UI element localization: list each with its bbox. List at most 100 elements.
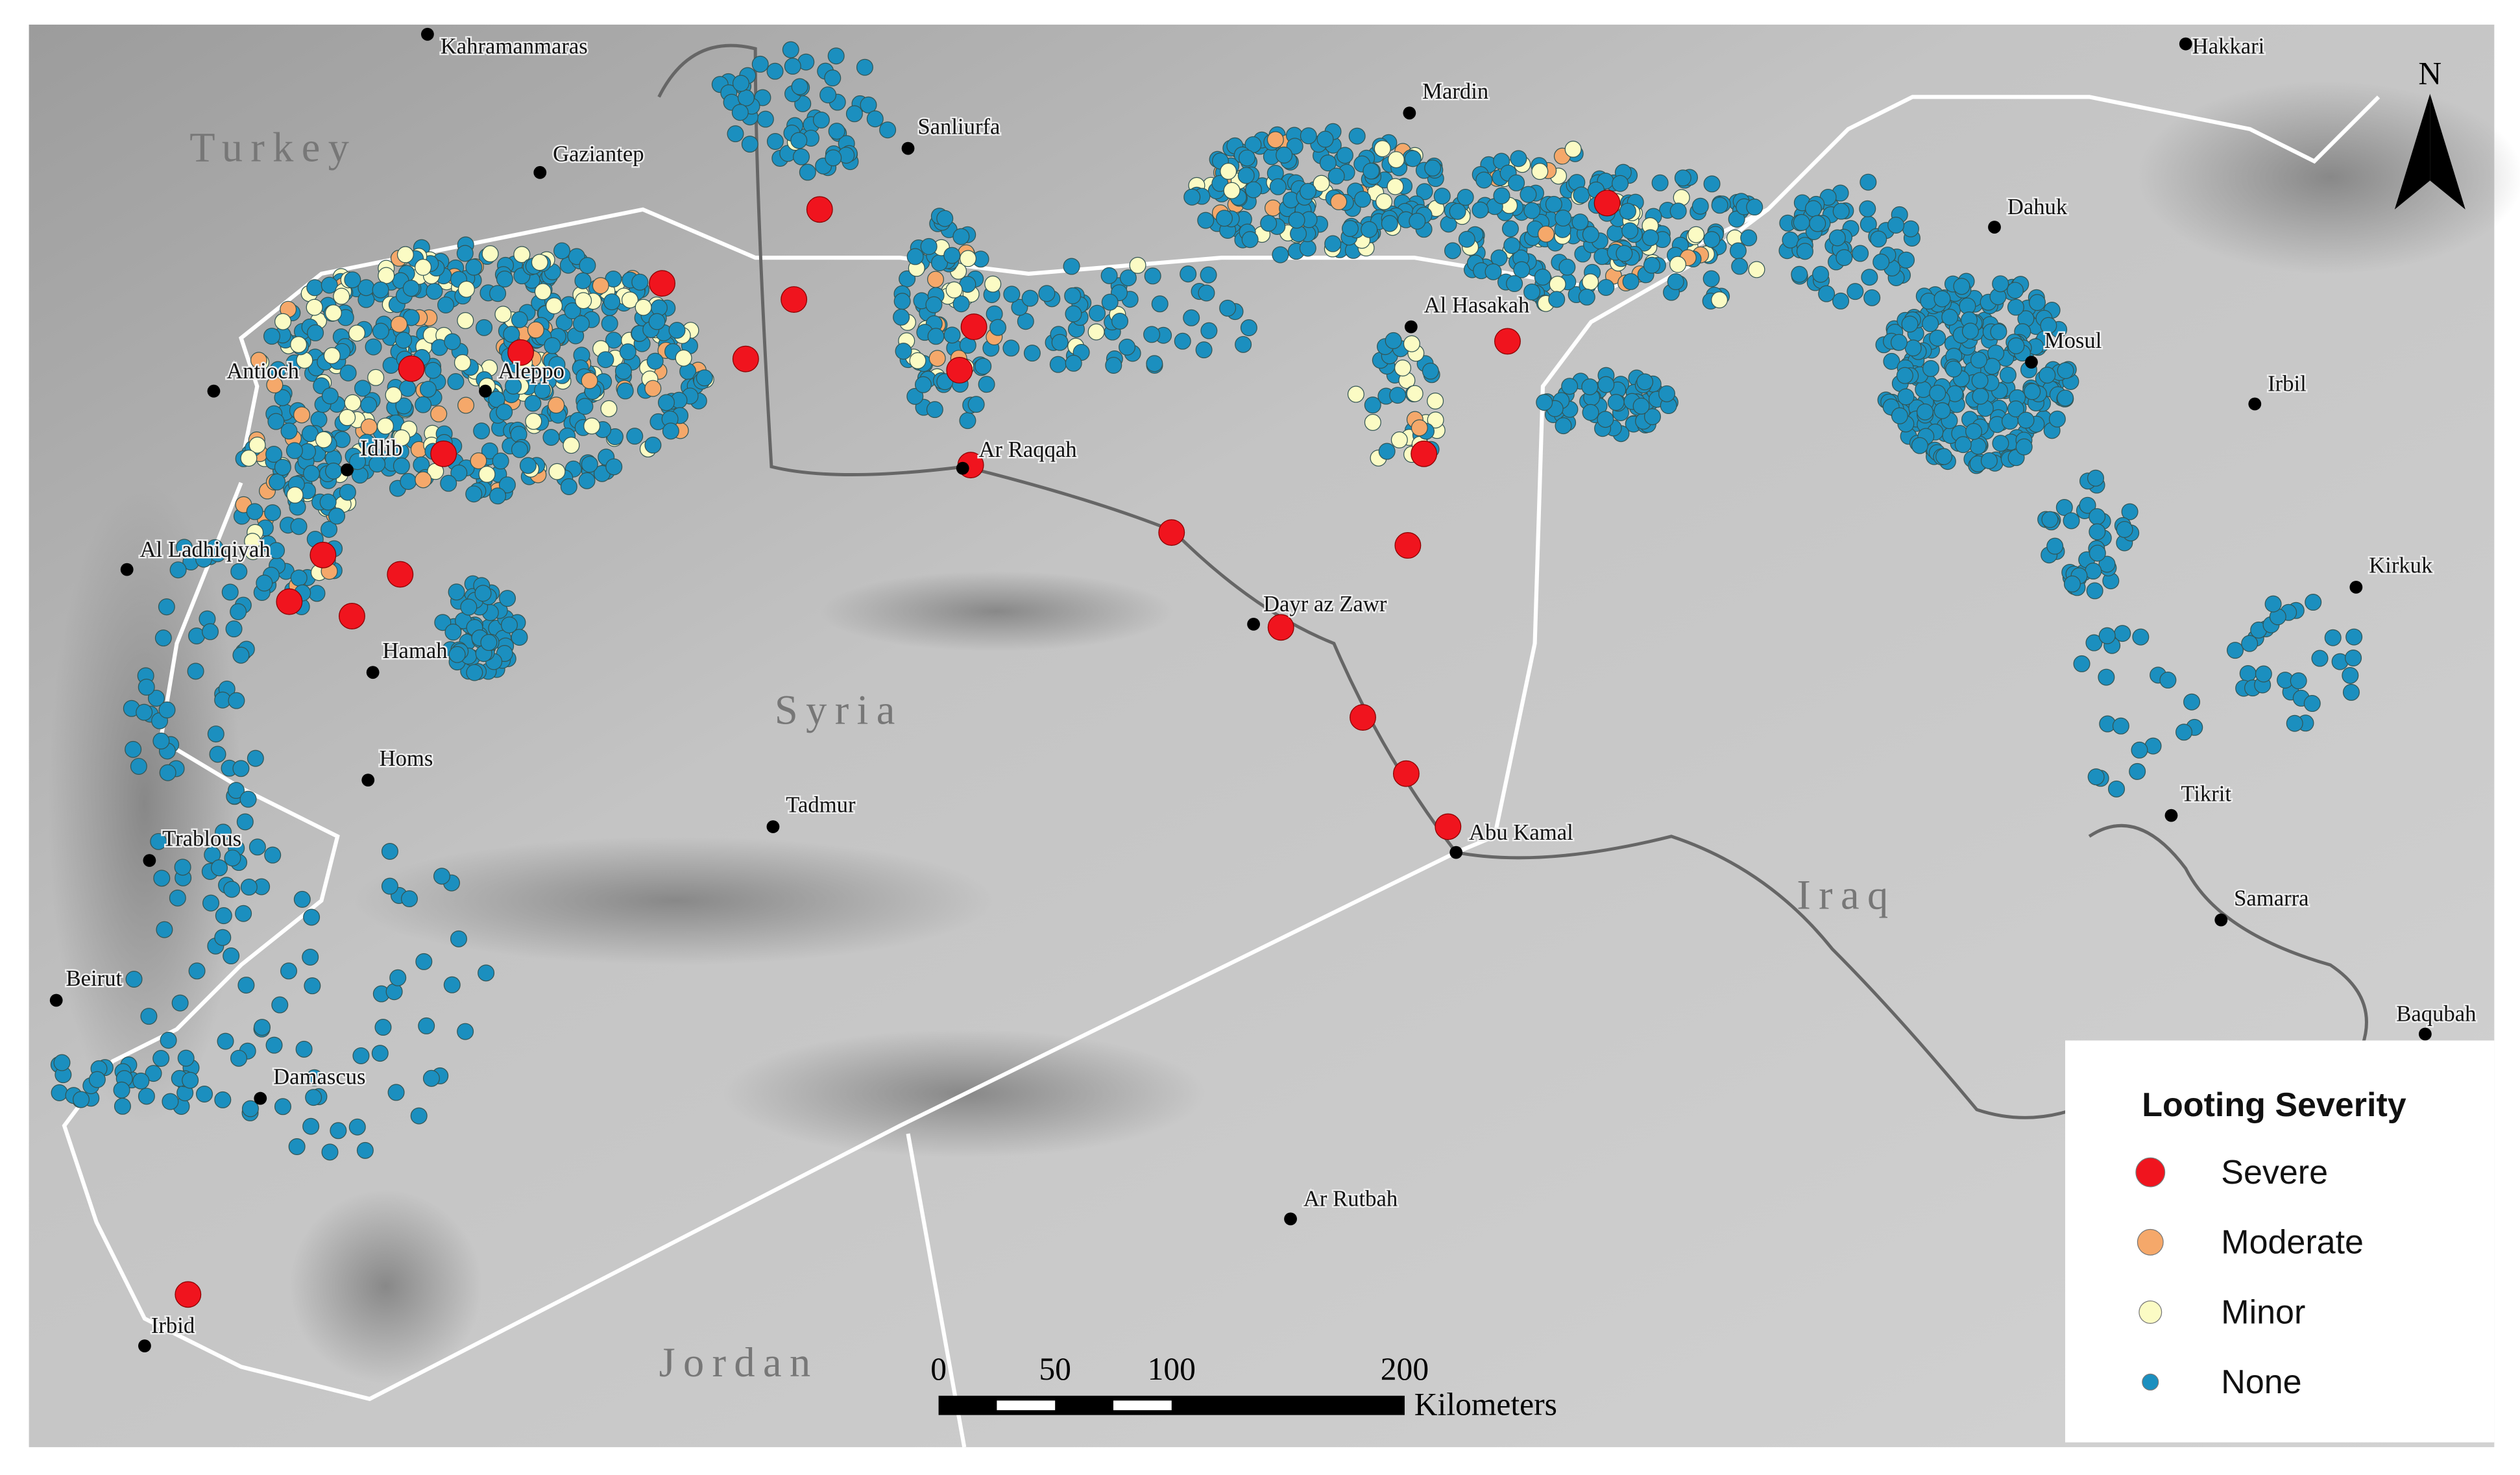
site [662, 422, 679, 440]
site [1503, 237, 1521, 254]
site [268, 542, 285, 559]
site [1151, 295, 1169, 313]
site [1424, 159, 1442, 177]
site [1245, 181, 1263, 199]
site [2131, 741, 2148, 759]
city-dot [361, 774, 375, 787]
site [631, 273, 649, 291]
site [1288, 212, 1305, 229]
city-label: Homs [380, 746, 433, 771]
site [1200, 322, 1218, 339]
site [1197, 212, 1215, 229]
site [145, 1065, 162, 1082]
site [1791, 265, 1808, 283]
site [790, 132, 808, 149]
site [1416, 183, 1433, 201]
site [1897, 388, 1915, 406]
site [1266, 131, 1284, 149]
site [344, 394, 361, 411]
site [1361, 221, 1378, 238]
site [196, 1085, 213, 1103]
site [159, 764, 176, 781]
site [1003, 286, 1021, 303]
scale-bar-segment [1113, 1400, 1172, 1411]
country-label: Turkey [189, 124, 357, 170]
sites [50, 41, 2363, 1308]
site [481, 245, 499, 263]
site [244, 533, 261, 550]
site [1916, 403, 1933, 421]
site [1237, 167, 1255, 184]
site [626, 428, 644, 445]
site [791, 78, 808, 95]
city-label: Hamah [383, 639, 448, 663]
site [2089, 508, 2106, 526]
scale-tick-label: 100 [1148, 1351, 1196, 1387]
site [668, 321, 686, 339]
site [527, 321, 544, 339]
site [895, 343, 912, 360]
site [247, 750, 264, 767]
site [1890, 334, 1908, 351]
site [169, 561, 187, 579]
site [583, 417, 601, 435]
site [385, 386, 402, 404]
site [153, 870, 171, 887]
site [1051, 334, 1069, 351]
site [393, 429, 411, 446]
site [920, 238, 938, 255]
site [1100, 267, 1118, 284]
site [444, 333, 461, 350]
site [597, 351, 614, 369]
site [1534, 269, 1551, 286]
site [400, 472, 417, 490]
site [1573, 186, 1590, 204]
site [1341, 220, 1359, 238]
site [1863, 289, 1881, 306]
site [240, 450, 258, 467]
site [410, 1107, 428, 1125]
site [1933, 290, 1951, 308]
site [443, 976, 461, 993]
site [171, 994, 189, 1012]
site [766, 132, 784, 150]
site [1728, 210, 1745, 228]
site [444, 624, 462, 641]
site [793, 148, 810, 165]
site [138, 678, 155, 696]
site [158, 598, 175, 616]
site [202, 623, 219, 640]
site [230, 603, 247, 620]
site [387, 1084, 405, 1101]
site [2048, 410, 2066, 428]
site [286, 486, 304, 504]
city-label: Hakkari [2192, 34, 2265, 59]
site [1702, 270, 1720, 287]
site [352, 1047, 370, 1064]
site [1238, 149, 1255, 167]
site [511, 629, 528, 646]
site [476, 319, 493, 336]
site [1643, 256, 1660, 274]
site [1902, 220, 1919, 238]
site [1363, 162, 1380, 180]
site [2085, 634, 2103, 652]
site [1513, 261, 1531, 278]
city-dot [1988, 221, 2001, 234]
site [1711, 197, 1728, 214]
site [657, 394, 675, 411]
city-dot [2248, 397, 2262, 411]
site [339, 364, 357, 382]
scale-tick-label: 50 [1039, 1351, 1071, 1387]
site [481, 442, 498, 459]
site [2129, 762, 2146, 780]
site [1347, 385, 1364, 403]
site [321, 276, 338, 294]
site [696, 369, 713, 387]
site [1970, 351, 1987, 369]
site [415, 953, 433, 970]
site [1375, 193, 1393, 210]
site [290, 335, 308, 353]
site [422, 1069, 440, 1087]
site [2098, 668, 2115, 686]
